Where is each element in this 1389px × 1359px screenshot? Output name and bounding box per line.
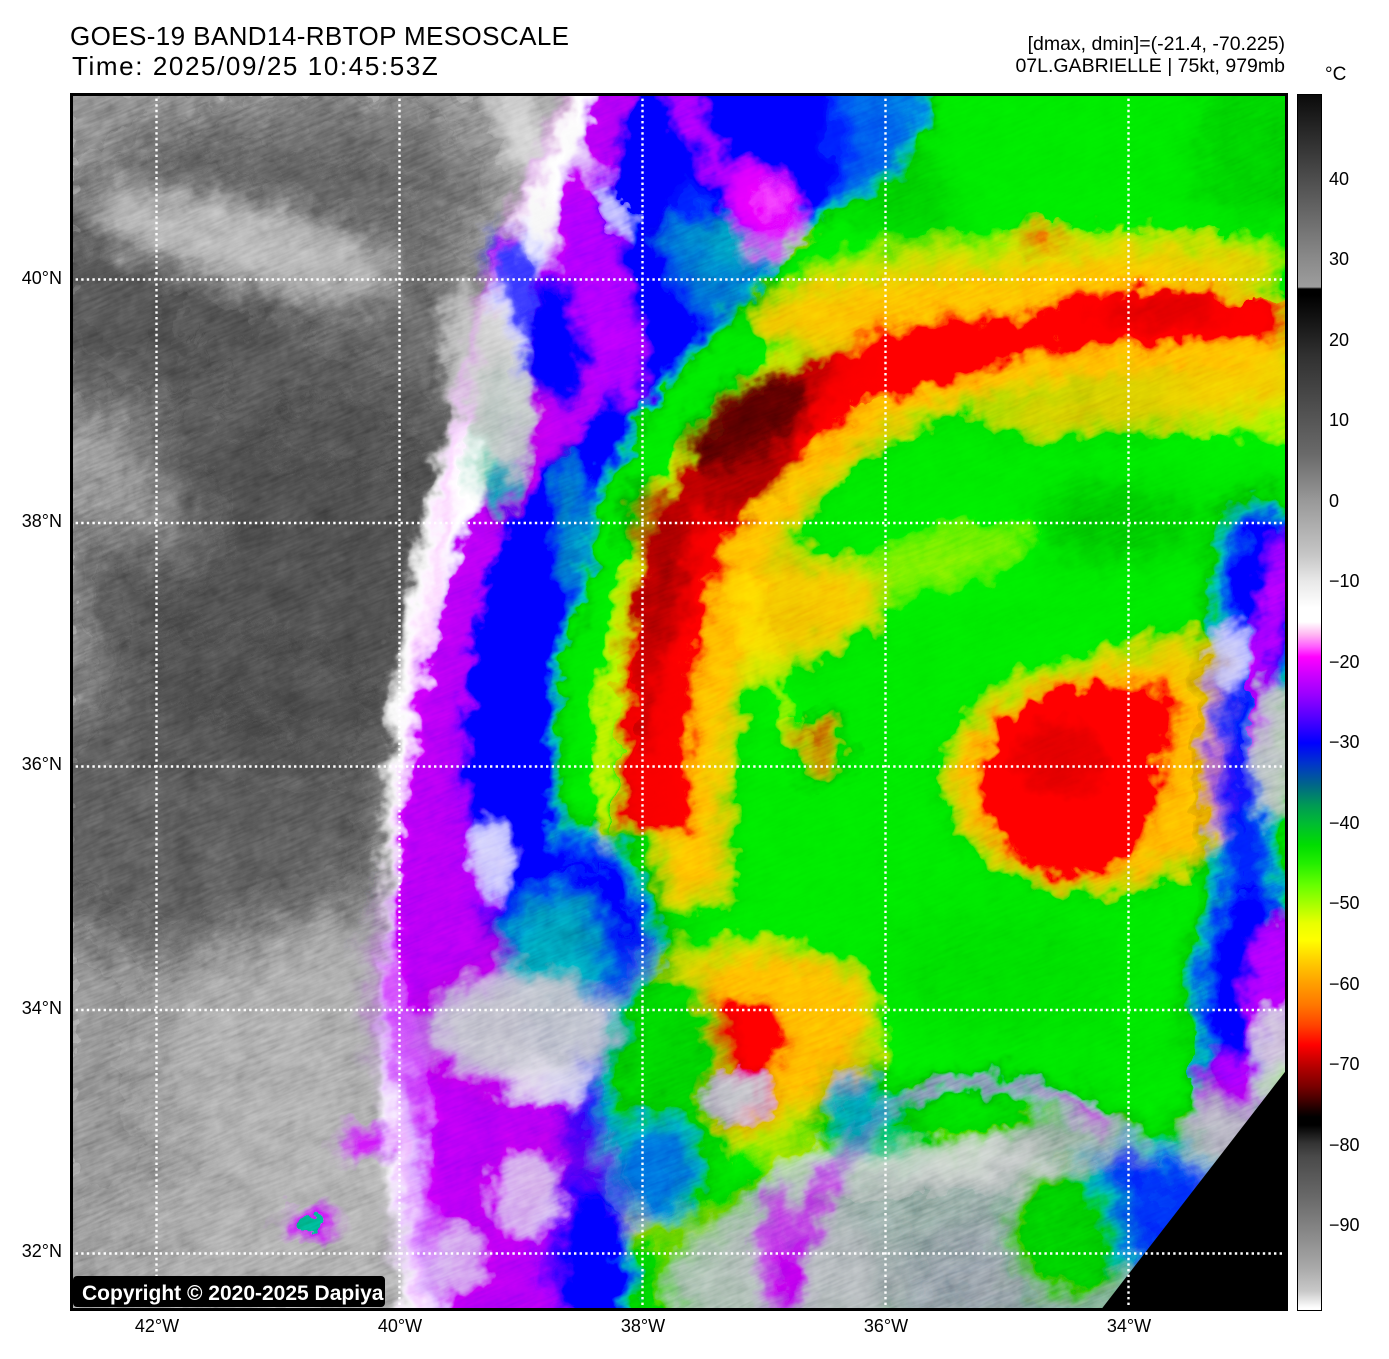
svg-text:Copyright © 2020-2025 Dapiya: Copyright © 2020-2025 Dapiya <box>82 1282 384 1305</box>
